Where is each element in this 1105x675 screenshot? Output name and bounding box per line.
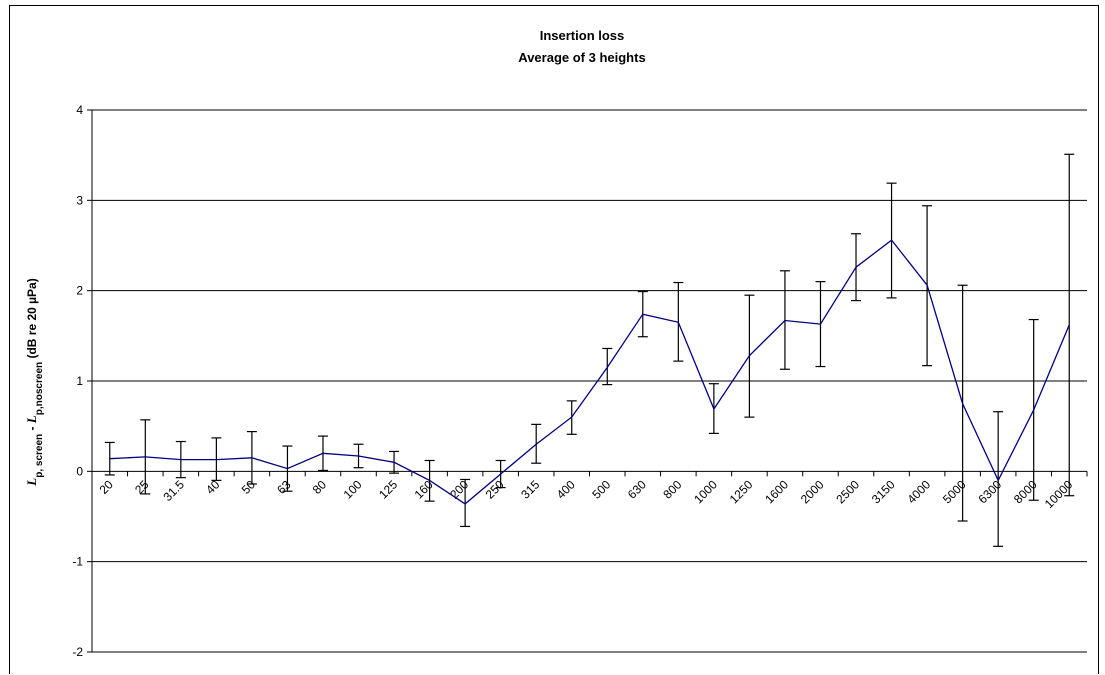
y-tick-label: -2 <box>72 645 83 659</box>
x-tick-label: 31.5 <box>161 477 188 504</box>
x-tick-label: 315 <box>518 477 542 501</box>
chart-subtitle: Average of 3 heights <box>518 50 645 65</box>
x-tick-label: 400 <box>554 477 578 501</box>
x-tick-label: 200 <box>447 477 471 501</box>
series-line <box>109 239 1070 505</box>
x-tick-label: 2500 <box>833 477 862 506</box>
x-tick-label: 20 <box>97 477 117 497</box>
chart-title: Insertion loss <box>540 28 625 43</box>
x-tick-label: 8000 <box>1011 477 1040 506</box>
x-tick-label: 10000 <box>1042 477 1076 511</box>
x-tick-label: 2000 <box>798 477 827 506</box>
x-tick-label: 5000 <box>940 477 969 506</box>
x-tick-label: 630 <box>625 477 649 501</box>
x-tick-label: 1250 <box>727 477 756 506</box>
y-tick-label: 2 <box>76 284 83 298</box>
y-tick-label: 3 <box>76 193 83 207</box>
y-tick-label: 0 <box>76 464 83 478</box>
chart-frame <box>9 5 1099 674</box>
x-tick-label: 1600 <box>762 477 791 506</box>
x-tick-label: 500 <box>589 477 613 501</box>
y-tick-label: 1 <box>76 374 83 388</box>
y-tick-label: 4 <box>76 103 83 117</box>
x-tick-label: 6300 <box>976 477 1005 506</box>
x-tick-label: 4000 <box>904 477 933 506</box>
x-tick-label: 160 <box>412 477 436 501</box>
axes <box>91 110 1088 652</box>
x-tick-label: 3150 <box>869 477 898 506</box>
series <box>109 239 1070 505</box>
x-tick-label: 63 <box>274 477 294 497</box>
x-tick-labels: 20 25 31.5 40 50 63 80 100 125 160 200 250 315 400 500… <box>97 477 1076 511</box>
x-tick-label: 100 <box>341 477 365 501</box>
y-axis-label: Lp, screen - Lp,noscreen (dB re 20 µPa) <box>24 278 45 486</box>
y-tick-label: -1 <box>72 555 83 569</box>
x-tick-label: 125 <box>376 477 400 501</box>
grid <box>87 109 1087 653</box>
x-tick-label: 250 <box>483 477 507 501</box>
x-tick-label: 1000 <box>691 477 720 506</box>
x-tick-label: 50 <box>239 477 259 497</box>
x-tick-label: 800 <box>660 477 684 501</box>
x-tick-label: 80 <box>310 477 330 497</box>
y-tick-labels: -2 -1 0 1 2 3 4 <box>72 103 83 659</box>
